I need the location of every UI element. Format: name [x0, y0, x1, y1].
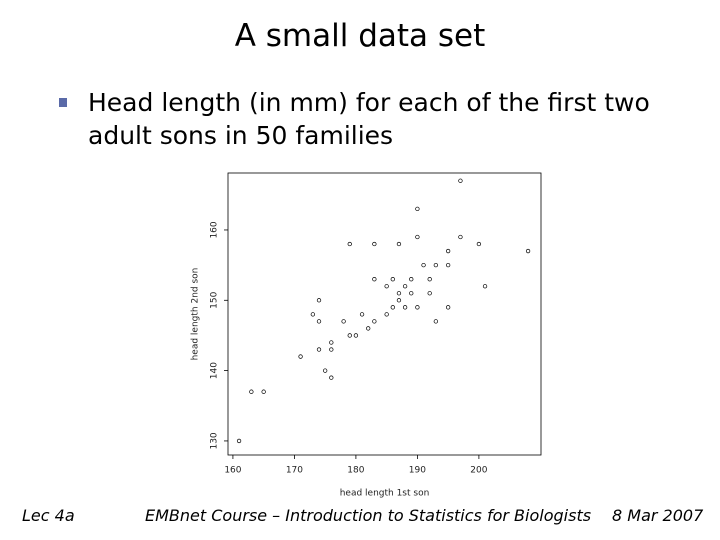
x-tick-label: 160: [224, 466, 241, 476]
point: [433, 319, 438, 324]
point: [402, 284, 408, 289]
point: [353, 333, 359, 338]
point: [372, 241, 377, 247]
y-tick-label: 160: [210, 221, 220, 238]
y-tick-label: 150: [210, 291, 220, 308]
point: [236, 438, 242, 444]
x-axis-label: head length 1st son: [340, 489, 430, 499]
point: [384, 284, 389, 289]
point: [298, 354, 303, 359]
point: [421, 262, 426, 268]
point: [347, 241, 352, 247]
point: [316, 319, 322, 324]
point: [396, 241, 402, 247]
y-tick-label: 130: [210, 432, 220, 449]
point: [347, 333, 352, 338]
bullet-marker: [59, 98, 67, 107]
point: [310, 312, 316, 317]
y-tick-label: 140: [210, 362, 220, 379]
point: [445, 248, 451, 254]
point: [415, 305, 420, 310]
x-tick-label: 200: [470, 466, 487, 476]
point: [409, 291, 414, 296]
point: [458, 234, 463, 240]
slide-title: A small data set: [234, 18, 486, 54]
point: [372, 319, 377, 324]
point: [415, 206, 420, 212]
point: [372, 277, 377, 282]
point: [482, 284, 488, 289]
footer-right: 8 Mar 2007: [612, 506, 704, 525]
point: [525, 248, 531, 254]
point: [396, 298, 402, 303]
y-axis-label: head length 2nd son: [191, 268, 201, 361]
point: [329, 375, 334, 380]
point: [409, 277, 414, 282]
point: [427, 277, 432, 282]
point: [402, 305, 408, 310]
x-tick-label: 190: [409, 466, 426, 476]
point: [390, 277, 395, 282]
point: [476, 241, 482, 247]
point: [366, 326, 371, 331]
point: [329, 340, 334, 345]
point: [323, 368, 328, 373]
point: [359, 312, 365, 317]
point: [445, 262, 451, 268]
footer-left: Lec 4a: [22, 506, 75, 525]
point: [316, 298, 322, 303]
point: [261, 389, 266, 394]
point: [341, 319, 346, 324]
point: [329, 347, 334, 352]
point: [316, 347, 322, 352]
x-tick-label: 170: [286, 466, 303, 476]
point: [396, 291, 402, 296]
point: [384, 312, 389, 317]
point: [433, 262, 438, 268]
x-tick-label: 180: [347, 466, 364, 476]
point: [458, 178, 463, 183]
plot-frame: [227, 172, 542, 456]
point: [249, 389, 254, 394]
point: [445, 305, 451, 310]
point: [415, 234, 420, 240]
point: [427, 291, 432, 296]
bullet-text: Head length (in mm) for each of the firs…: [88, 88, 650, 150]
point: [390, 305, 395, 310]
footer-center: EMBnet Course – Introduction to Statisti…: [145, 506, 592, 525]
